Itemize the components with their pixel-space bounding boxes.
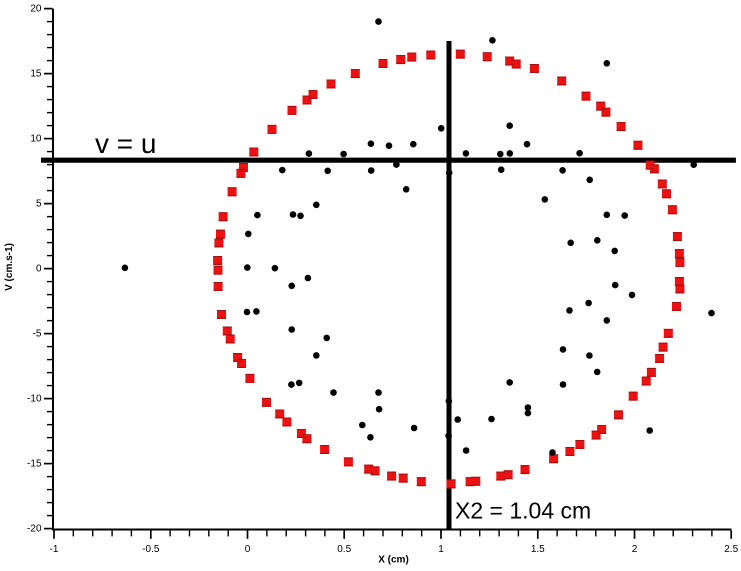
svg-text:V (cm.s-1): V (cm.s-1)	[4, 243, 15, 291]
svg-text:1.5: 1.5	[531, 544, 545, 555]
svg-text:10: 10	[30, 134, 42, 145]
svg-text:-10: -10	[27, 394, 42, 405]
svg-text:v = u: v = u	[95, 128, 156, 159]
svg-text:5: 5	[36, 199, 42, 210]
svg-text:-0.5: -0.5	[142, 544, 160, 555]
svg-text:2: 2	[632, 544, 638, 555]
svg-text:-5: -5	[33, 329, 42, 340]
svg-text:2.5: 2.5	[724, 544, 738, 555]
svg-text:-15: -15	[27, 459, 42, 470]
svg-text:20: 20	[30, 4, 42, 15]
svg-text:1: 1	[438, 544, 444, 555]
svg-text:0: 0	[245, 544, 251, 555]
svg-text:0: 0	[36, 264, 42, 275]
svg-text:-1: -1	[50, 544, 59, 555]
svg-text:X (cm): X (cm)	[378, 555, 409, 566]
svg-text:15: 15	[30, 69, 42, 80]
svg-text:-20: -20	[27, 524, 42, 535]
svg-text:0.5: 0.5	[337, 544, 351, 555]
svg-text:X2 = 1.04 cm: X2 = 1.04 cm	[455, 498, 591, 524]
